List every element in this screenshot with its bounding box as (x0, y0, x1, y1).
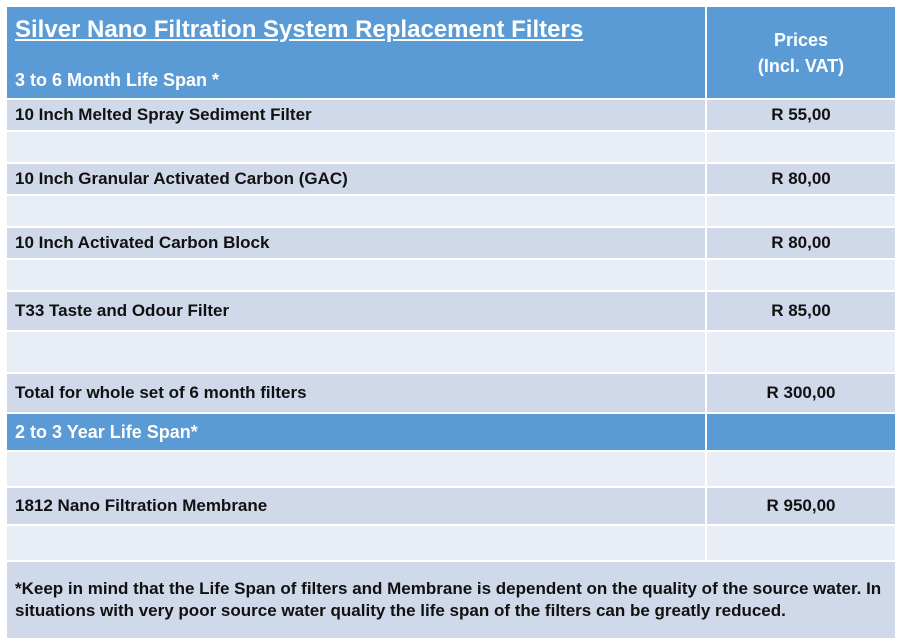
footnote: *Keep in mind that the Life Span of filt… (5, 560, 897, 640)
item-name: 10 Inch Activated Carbon Block (5, 226, 707, 260)
item-price: R 85,00 (705, 290, 897, 332)
section-1-heading: 3 to 6 Month Life Span * (15, 70, 220, 90)
price-table-grid: Silver Nano Filtration System Replacemen… (5, 5, 897, 640)
spacer-row (5, 130, 897, 164)
header-title-cell: Silver Nano Filtration System Replacemen… (5, 5, 707, 100)
total-row: Total for whole set of 6 month filters R… (5, 372, 897, 414)
table-row: 1812 Nano Filtration Membrane R 950,00 (5, 486, 897, 526)
total-price: R 300,00 (705, 372, 897, 414)
item-price: R 80,00 (705, 226, 897, 260)
spacer-row (5, 524, 897, 562)
table-header-row: Silver Nano Filtration System Replacemen… (5, 5, 897, 100)
item-name: 1812 Nano Filtration Membrane (5, 486, 707, 526)
price-table: Silver Nano Filtration System Replacemen… (5, 5, 897, 640)
total-label: Total for whole set of 6 month filters (5, 372, 707, 414)
spacer-row (5, 194, 897, 228)
spacer-row (5, 450, 897, 488)
table-row: T33 Taste and Odour Filter R 85,00 (5, 290, 897, 332)
section-2-header-row: 2 to 3 Year Life Span* (5, 412, 897, 452)
spacer-row (5, 330, 897, 374)
footnote-row: *Keep in mind that the Life Span of filt… (5, 560, 897, 640)
item-price: R 80,00 (705, 162, 897, 196)
item-price: R 950,00 (705, 486, 897, 526)
price-heading-line2: (Incl. VAT) (757, 55, 845, 76)
item-name: 10 Inch Granular Activated Carbon (GAC) (5, 162, 707, 196)
spacer-row (5, 258, 897, 292)
price-heading-line1: Prices (773, 29, 829, 50)
table-row: 10 Inch Granular Activated Carbon (GAC) … (5, 162, 897, 196)
item-price: R 55,00 (705, 98, 897, 132)
item-name: T33 Taste and Odour Filter (5, 290, 707, 332)
table-row: 10 Inch Melted Spray Sediment Filter R 5… (5, 98, 897, 132)
item-name: 10 Inch Melted Spray Sediment Filter (5, 98, 707, 132)
price-heading-cell: Prices (Incl. VAT) (705, 5, 897, 100)
page-title: Silver Nano Filtration System Replacemen… (15, 16, 584, 43)
section-2-heading: 2 to 3 Year Life Span* (5, 412, 707, 452)
table-row: 10 Inch Activated Carbon Block R 80,00 (5, 226, 897, 260)
